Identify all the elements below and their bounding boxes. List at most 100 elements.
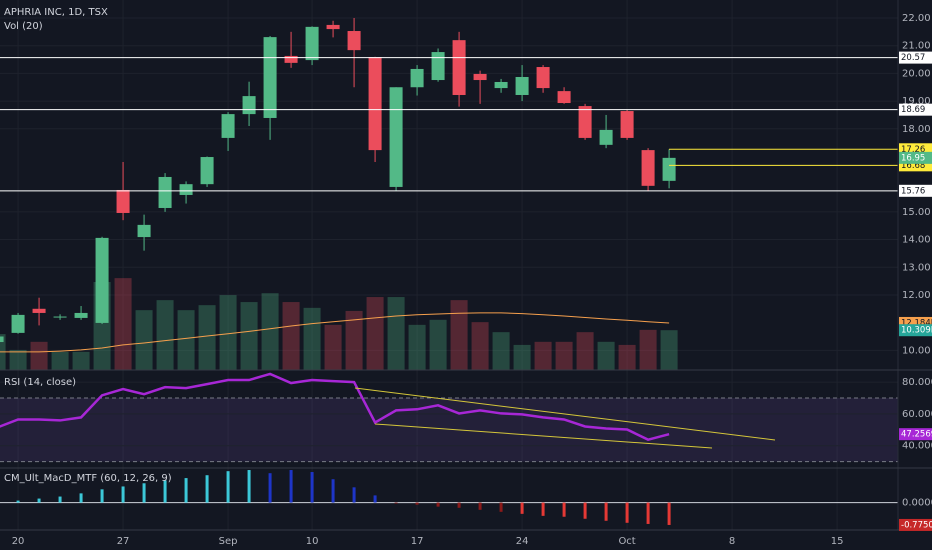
volume-bar bbox=[639, 329, 657, 370]
level-label: 16.68 bbox=[901, 161, 925, 171]
macd-bar bbox=[58, 496, 62, 503]
level-label-box bbox=[899, 103, 932, 116]
volume-bar bbox=[492, 332, 510, 370]
y-tick-label: 14.00 bbox=[902, 235, 931, 246]
volume-bar bbox=[387, 297, 405, 370]
macd-bar bbox=[625, 502, 629, 523]
x-tick-label: Sep bbox=[219, 536, 238, 547]
volume-bar bbox=[597, 341, 615, 370]
candle-body bbox=[662, 157, 676, 181]
x-tick-label: 17 bbox=[411, 536, 424, 547]
x-tick-label: 10 bbox=[306, 536, 319, 547]
candle-body bbox=[179, 184, 193, 195]
volume-bar bbox=[156, 300, 174, 370]
level-label: 17.26 bbox=[901, 145, 925, 155]
volume-title: Vol (20) bbox=[4, 21, 43, 32]
x-tick-label: 20 bbox=[12, 536, 25, 547]
macd-bar bbox=[205, 475, 209, 503]
x-tick-label: 15 bbox=[831, 536, 844, 547]
x-tick-label: 24 bbox=[516, 536, 529, 547]
x-tick-label: Oct bbox=[618, 536, 635, 547]
candle-body bbox=[494, 81, 508, 89]
candle-body bbox=[305, 26, 319, 61]
macd-bar bbox=[310, 472, 314, 503]
candle-body bbox=[536, 67, 550, 89]
macd-value-label-box bbox=[899, 518, 932, 531]
y-tick-label: 80.0000 bbox=[902, 377, 932, 388]
level-label: 18.69 bbox=[901, 105, 925, 115]
macd-value-label: -0.7750 bbox=[901, 520, 932, 530]
macd-bar bbox=[499, 502, 503, 512]
candle-body bbox=[137, 224, 151, 238]
macd-bar bbox=[352, 487, 356, 503]
macd-title: CM_Ult_MacD_MTF (60, 12, 26, 9) bbox=[4, 473, 172, 484]
candle-body bbox=[389, 87, 403, 187]
volume-bar bbox=[429, 319, 447, 370]
macd-bar bbox=[79, 493, 83, 503]
candle-body bbox=[452, 40, 466, 95]
candle-body bbox=[557, 91, 571, 104]
candle-body bbox=[578, 106, 592, 138]
candle-body bbox=[473, 73, 487, 81]
macd-bar bbox=[436, 502, 440, 507]
level-label: 20.57 bbox=[901, 53, 925, 63]
volume-bar bbox=[618, 344, 636, 370]
y-tick-label: 20.00 bbox=[902, 68, 931, 79]
volume-label: 10.309M bbox=[901, 326, 932, 336]
candle-body bbox=[641, 150, 655, 186]
volume-bar bbox=[471, 322, 489, 370]
candle-body bbox=[620, 111, 634, 138]
level-label-box bbox=[899, 51, 932, 64]
macd-bar bbox=[226, 471, 230, 503]
rsi-band bbox=[0, 398, 898, 462]
volume-ma-label: 12.184M bbox=[901, 318, 932, 328]
last-price-label: 16.95 bbox=[901, 153, 925, 163]
y-tick-label: 0.0000 bbox=[902, 498, 932, 509]
volume-bar bbox=[555, 341, 573, 370]
macd-bar bbox=[331, 479, 335, 503]
candle-body bbox=[431, 52, 445, 81]
volume-bar bbox=[198, 305, 216, 370]
macd-bar bbox=[373, 495, 377, 503]
y-tick-label: 10.00 bbox=[902, 345, 931, 356]
volume-label-box bbox=[899, 324, 932, 337]
candle-body bbox=[53, 316, 67, 318]
macd-bar bbox=[268, 473, 272, 503]
volume-bar bbox=[51, 351, 69, 370]
volume-bar bbox=[408, 324, 426, 370]
candle-body bbox=[11, 314, 25, 333]
macd-bar bbox=[184, 478, 188, 503]
rsi-title: RSI (14, close) bbox=[4, 377, 76, 388]
volume-bar bbox=[72, 351, 90, 370]
macd-bar bbox=[604, 502, 608, 521]
candle-body bbox=[284, 55, 298, 63]
volume-bar bbox=[114, 278, 132, 370]
macd-bar bbox=[289, 470, 293, 503]
candle-body bbox=[242, 96, 256, 115]
last-price-label-box bbox=[899, 151, 932, 164]
chart-title: APHRIA INC, 1D, TSX bbox=[4, 7, 108, 18]
candle-body bbox=[515, 76, 529, 95]
level-label: 15.76 bbox=[901, 186, 925, 196]
macd-bar bbox=[457, 502, 461, 508]
candle-body bbox=[32, 308, 46, 313]
volume-bar bbox=[345, 310, 363, 370]
x-tick-label: 8 bbox=[729, 536, 735, 547]
macd-bar bbox=[163, 480, 167, 503]
candle-body bbox=[221, 114, 235, 138]
macd-bar bbox=[646, 502, 650, 524]
y-tick-label: 15.00 bbox=[902, 207, 931, 218]
volume-bar bbox=[576, 332, 594, 370]
y-tick-label: 40.0000 bbox=[902, 441, 932, 452]
candle-body bbox=[0, 336, 4, 343]
rsi-value-label: 47.2569 bbox=[901, 430, 932, 440]
rsi-value-label-box bbox=[899, 428, 932, 441]
macd-bar bbox=[562, 502, 566, 517]
volume-bar bbox=[240, 302, 258, 370]
volume-bar bbox=[450, 300, 468, 370]
y-tick-label: 13.00 bbox=[902, 262, 931, 273]
candle-body bbox=[347, 31, 361, 51]
volume-ma-line bbox=[0, 312, 670, 353]
macd-bar bbox=[37, 498, 41, 503]
candle-body bbox=[95, 237, 109, 323]
